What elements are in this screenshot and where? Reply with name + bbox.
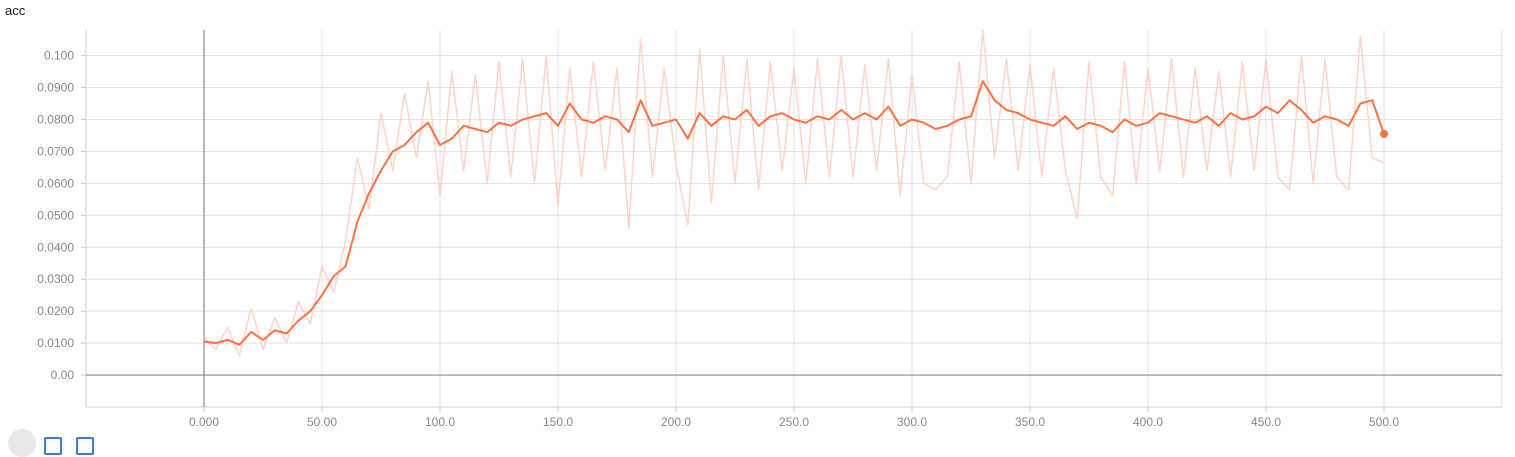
y-tick-label: 0.0900	[37, 81, 74, 95]
chart-svg: 0.00 0.0100 0.0200 0.0300 0.0400 0.0500 0.0600…	[37, 29, 1503, 429]
x-tick-label: 50.00	[307, 415, 337, 429]
fit-domain-button[interactable]	[76, 437, 94, 455]
raw-series-line	[203, 29, 1385, 357]
y-tick-label: 0.100	[44, 49, 74, 63]
smoothed-series-line	[203, 80, 1385, 346]
y-tick-label: 0.0600	[37, 176, 74, 190]
y-tick-label: 0.0200	[37, 304, 74, 318]
last-point-marker	[1380, 129, 1388, 138]
chart-title: acc	[5, 3, 26, 18]
x-tick-label: 250.0	[779, 415, 809, 429]
bottom-controls	[0, 429, 120, 457]
axis-layer	[86, 30, 1502, 407]
log-scale-toggle-button[interactable]	[44, 437, 62, 455]
y-tick-label: 0.0300	[37, 272, 74, 286]
grid-layer	[81, 30, 1503, 412]
x-tick-label: 0.000	[189, 415, 219, 429]
y-tick-label: 0.0100	[37, 336, 74, 350]
y-tick-label: 0.0800	[37, 112, 74, 126]
y-tick-label: 0.0500	[37, 208, 74, 222]
y-tick-label: 0.00	[51, 368, 75, 382]
raw-series	[203, 29, 1385, 357]
x-tick-label: 450.0	[1251, 415, 1281, 429]
x-tick-label: 400.0	[1133, 415, 1163, 429]
x-tick-label: 300.0	[897, 415, 927, 429]
smoothed-series	[203, 80, 1388, 346]
x-tick-label: 150.0	[543, 415, 573, 429]
x-tick-label: 200.0	[661, 415, 691, 429]
x-tick-label: 100.0	[425, 415, 455, 429]
expand-toggle[interactable]	[8, 429, 36, 457]
y-tick-label: 0.0700	[37, 144, 74, 158]
y-tick-label: 0.0400	[37, 240, 74, 254]
x-tick-label: 500.0	[1369, 415, 1399, 429]
x-tick-label: 350.0	[1015, 415, 1045, 429]
tick-labels: 0.00 0.0100 0.0200 0.0300 0.0400 0.0500 0.0600…	[37, 49, 1399, 429]
